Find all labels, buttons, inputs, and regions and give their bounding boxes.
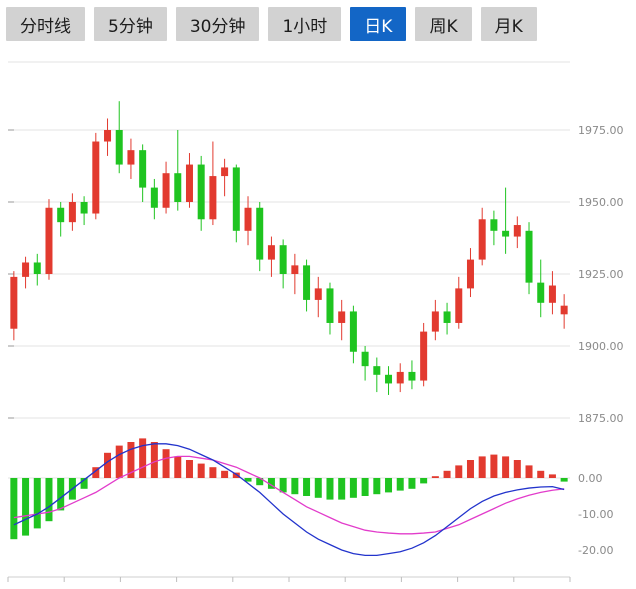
timeframe-tabbar: 分时线 5分钟 30分钟 1小时 日K 周K 月K — [0, 0, 636, 48]
tab-daily-k[interactable]: 日K — [350, 7, 407, 41]
candlestick-macd-chart: 1975.00 1950.00 1925.00 1900.00 1875.00 0.00 -… — [7, 61, 624, 582]
tab-weekly-k[interactable]: 周K — [415, 7, 472, 41]
tab-5min[interactable]: 5分钟 — [94, 7, 167, 41]
svg-text:1900.00: 1900.00 — [578, 340, 624, 353]
chart-area: 1975.00 1950.00 1925.00 1900.00 1875.00 0.00 -… — [0, 48, 636, 585]
tab-30min[interactable]: 30分钟 — [175, 7, 260, 41]
svg-text:1950.00: 1950.00 — [578, 196, 624, 209]
tab-monthly-k[interactable]: 月K — [480, 7, 537, 41]
svg-text:1875.00: 1875.00 — [578, 412, 624, 425]
svg-text:-20.00: -20.00 — [578, 544, 613, 557]
tab-time-line[interactable]: 分时线 — [6, 7, 85, 41]
svg-text:-10.00: -10.00 — [578, 508, 613, 521]
svg-text:0.00: 0.00 — [578, 472, 603, 485]
svg-text:1975.00: 1975.00 — [578, 124, 624, 137]
tab-1hour[interactable]: 1小时 — [268, 7, 342, 41]
svg-text:1925.00: 1925.00 — [578, 268, 624, 281]
